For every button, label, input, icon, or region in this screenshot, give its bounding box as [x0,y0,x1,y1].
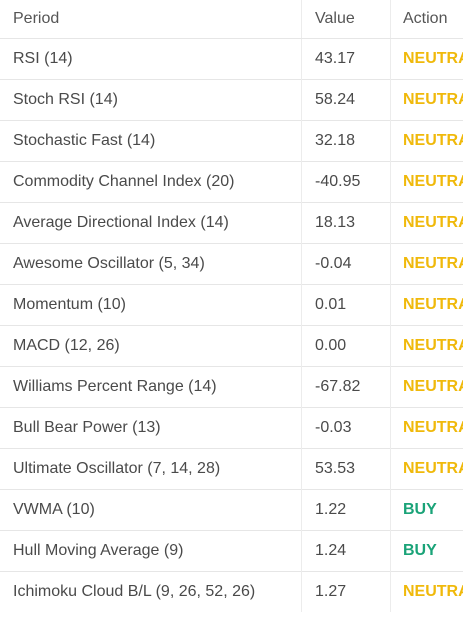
indicator-value: 43.17 [301,38,391,80]
indicator-action: NEUTRAL [390,284,463,326]
indicator-action: BUY [390,489,463,531]
table-row: Average Directional Index (14) 18.13 NEU… [0,202,463,244]
indicator-action: NEUTRAL [390,448,463,490]
table-row: Commodity Channel Index (20) -40.95 NEUT… [0,161,463,203]
indicator-action: NEUTRAL [390,38,463,80]
indicator-name: Stochastic Fast (14) [13,132,156,149]
indicator-name: RSI (14) [13,50,73,67]
table-row: Hull Moving Average (9) 1.24 BUY [0,530,463,572]
table-row: Momentum (10) 0.01 NEUTRAL [0,284,463,326]
indicator-name: VWMA (10) [13,501,95,518]
table-row: Ichimoku Cloud B/L (9, 26, 52, 26) 1.27 … [0,571,463,612]
indicator-name: Hull Moving Average (9) [13,542,184,559]
table-row: VWMA (10) 1.22 BUY [0,489,463,531]
indicator-action: NEUTRAL [390,325,463,367]
indicator-action: NEUTRAL [390,366,463,408]
indicator-action: NEUTRAL [390,571,463,612]
table-row: Ultimate Oscillator (7, 14, 28) 53.53 NE… [0,448,463,490]
indicator-value: -0.04 [301,243,391,285]
indicator-value: 53.53 [301,448,391,490]
indicator-value: 32.18 [301,120,391,162]
indicator-action: NEUTRAL [390,120,463,162]
indicator-name: Momentum (10) [13,296,126,313]
indicator-action: NEUTRAL [390,202,463,244]
table-row: Bull Bear Power (13) -0.03 NEUTRAL [0,407,463,449]
indicator-name: Ultimate Oscillator (7, 14, 28) [13,460,221,477]
header-period: Period [0,0,302,39]
indicator-name: MACD (12, 26) [13,337,120,354]
header-value: Value [301,0,391,39]
table-header-row: Period Value Action [0,0,463,39]
indicator-action: BUY [390,530,463,572]
indicator-value: 1.24 [301,530,391,572]
indicator-name: Commodity Channel Index (20) [13,173,235,190]
indicator-value: -67.82 [301,366,391,408]
table-body: RSI (14) 43.17 NEUTRAL Stoch RSI (14) 58… [0,38,463,612]
table-row: RSI (14) 43.17 NEUTRAL [0,38,463,80]
indicator-value: 0.01 [301,284,391,326]
indicator-value: 0.00 [301,325,391,367]
indicator-value: 1.22 [301,489,391,531]
table-row: Awesome Oscillator (5, 34) -0.04 NEUTRAL [0,243,463,285]
table-row: Stoch RSI (14) 58.24 NEUTRAL [0,79,463,121]
indicator-action: NEUTRAL [390,79,463,121]
header-action: Action [390,0,463,39]
indicator-action: NEUTRAL [390,407,463,449]
table-header: Period Value Action [0,0,463,39]
table-row: Williams Percent Range (14) -67.82 NEUTR… [0,366,463,408]
indicator-action: NEUTRAL [390,243,463,285]
indicator-action: NEUTRAL [390,161,463,203]
indicator-value: 58.24 [301,79,391,121]
indicator-name: Stoch RSI (14) [13,91,118,108]
indicator-name: Bull Bear Power (13) [13,419,161,436]
table-row: Stochastic Fast (14) 32.18 NEUTRAL [0,120,463,162]
indicator-value: 1.27 [301,571,391,612]
table-row: MACD (12, 26) 0.00 NEUTRAL [0,325,463,367]
indicator-value: 18.13 [301,202,391,244]
indicator-name: Awesome Oscillator (5, 34) [13,255,205,272]
indicator-name: Ichimoku Cloud B/L (9, 26, 52, 26) [13,583,256,600]
indicator-value: -0.03 [301,407,391,449]
indicator-name: Average Directional Index (14) [13,214,229,231]
indicator-value: -40.95 [301,161,391,203]
indicator-name: Williams Percent Range (14) [13,378,217,395]
